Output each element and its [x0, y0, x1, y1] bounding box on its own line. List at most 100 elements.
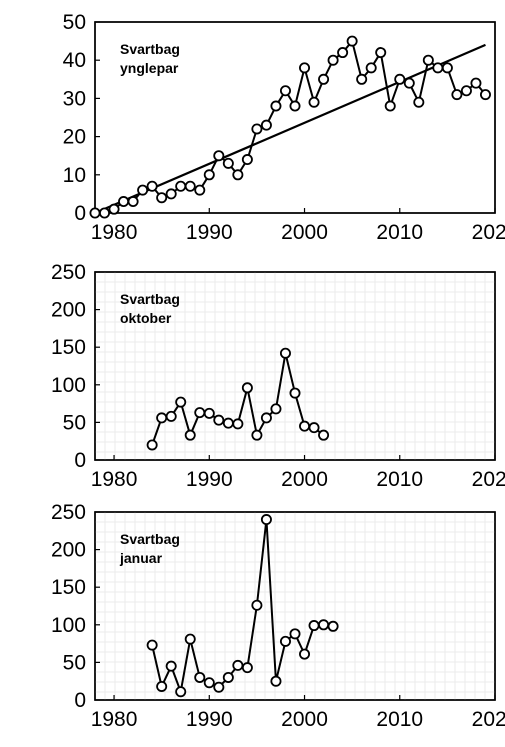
y-tick-label: 250 — [51, 501, 86, 524]
data-point — [232, 418, 244, 430]
data-point — [146, 180, 158, 192]
y-tick-label: 10 — [63, 164, 86, 187]
data-point — [327, 620, 339, 632]
chart-panel-january: 0 50 100 150 200 250 1980 1990 2000 2010 2020 Svart… — [51, 501, 505, 731]
data-point — [394, 73, 406, 85]
data-point — [289, 628, 301, 640]
data-point — [308, 422, 320, 434]
data-point — [365, 62, 377, 74]
data-point — [318, 73, 330, 85]
data-point — [460, 85, 472, 97]
x-tick-label: 2020 — [472, 468, 505, 491]
data-point — [251, 123, 263, 135]
y-tick-label: 50 — [63, 411, 86, 434]
data-point — [175, 686, 187, 698]
data-point — [318, 619, 330, 631]
y-tick-label: 200 — [51, 299, 86, 322]
data-point — [270, 403, 282, 415]
plot-frame — [94, 21, 496, 214]
data-point — [175, 396, 187, 408]
data-point — [184, 180, 196, 192]
plot-area — [94, 21, 496, 214]
data-point — [175, 180, 187, 192]
data-point — [432, 62, 444, 74]
data-point — [479, 89, 491, 101]
data-point — [127, 196, 139, 208]
panel-title-line: Svartbag — [120, 291, 180, 307]
data-point — [99, 207, 111, 219]
data-point — [441, 62, 453, 74]
data-point — [308, 620, 320, 632]
y-tick-label: 20 — [63, 126, 86, 149]
panel-title-line: januar — [119, 550, 163, 566]
data-point — [213, 414, 225, 426]
panel-title: Svartbag ynglepar — [120, 41, 180, 76]
x-tick-label: 1980 — [91, 468, 138, 491]
data-point — [299, 420, 311, 432]
panel-title-line: ynglepar — [120, 60, 179, 76]
data-point — [299, 62, 311, 74]
data-point — [375, 47, 387, 59]
data-point — [337, 47, 349, 59]
x-tick-label: 1990 — [186, 468, 233, 491]
data-point — [403, 77, 415, 89]
y-tick-label: 50 — [63, 651, 86, 674]
data-point — [165, 188, 177, 200]
data-point — [251, 429, 263, 441]
data-point — [289, 387, 301, 399]
data-point — [279, 347, 291, 359]
x-tick-label: 1990 — [186, 708, 233, 731]
data-point — [251, 599, 263, 611]
data-point — [194, 184, 206, 196]
data-point — [241, 382, 253, 394]
data-point — [451, 89, 463, 101]
x-tick-label: 2020 — [472, 708, 505, 731]
data-point — [156, 412, 168, 424]
data-point — [213, 150, 225, 162]
data-point — [203, 677, 215, 689]
x-tick-label: 2000 — [281, 221, 328, 244]
data-point — [165, 410, 177, 422]
data-point — [327, 54, 339, 66]
data-point — [346, 35, 358, 47]
data-point — [146, 639, 158, 651]
data-point — [260, 119, 272, 131]
x-tick-label: 1990 — [186, 221, 233, 244]
data-point — [165, 660, 177, 672]
y-tick-label: 50 — [63, 11, 86, 34]
data-point — [279, 635, 291, 647]
data-point — [184, 429, 196, 441]
y-tick-label: 0 — [74, 689, 86, 712]
y-tick-label: 250 — [51, 261, 86, 284]
x-tick-label: 2010 — [376, 221, 423, 244]
data-point — [194, 407, 206, 419]
plot-frame — [94, 511, 496, 701]
y-tick-label: 40 — [63, 49, 86, 72]
data-point — [156, 192, 168, 204]
data-point — [137, 184, 149, 196]
chart-panel-breeding-pairs: 0 10 20 30 40 50 1980 1990 2000 2010 2020 Svartbag y… — [63, 11, 505, 244]
data-point — [194, 671, 206, 683]
data-point — [222, 671, 234, 683]
data-point — [232, 169, 244, 181]
data-point — [203, 407, 215, 419]
x-tick-label: 1980 — [91, 221, 138, 244]
data-point — [413, 96, 425, 108]
data-point — [270, 100, 282, 112]
y-tick-label: 100 — [51, 374, 86, 397]
data-point — [232, 659, 244, 671]
data-point — [308, 96, 320, 108]
data-point — [89, 207, 101, 219]
data-point — [156, 680, 168, 692]
panel-title-line: Svartbag — [120, 41, 180, 57]
data-point — [279, 85, 291, 97]
y-tick-label: 30 — [63, 87, 86, 110]
data-point — [270, 675, 282, 687]
data-point — [318, 429, 330, 441]
data-point — [241, 154, 253, 166]
x-tick-label: 2020 — [472, 221, 505, 244]
x-tick-label: 2010 — [376, 468, 423, 491]
panel-title-line: oktober — [120, 310, 172, 326]
y-tick-label: 100 — [51, 614, 86, 637]
